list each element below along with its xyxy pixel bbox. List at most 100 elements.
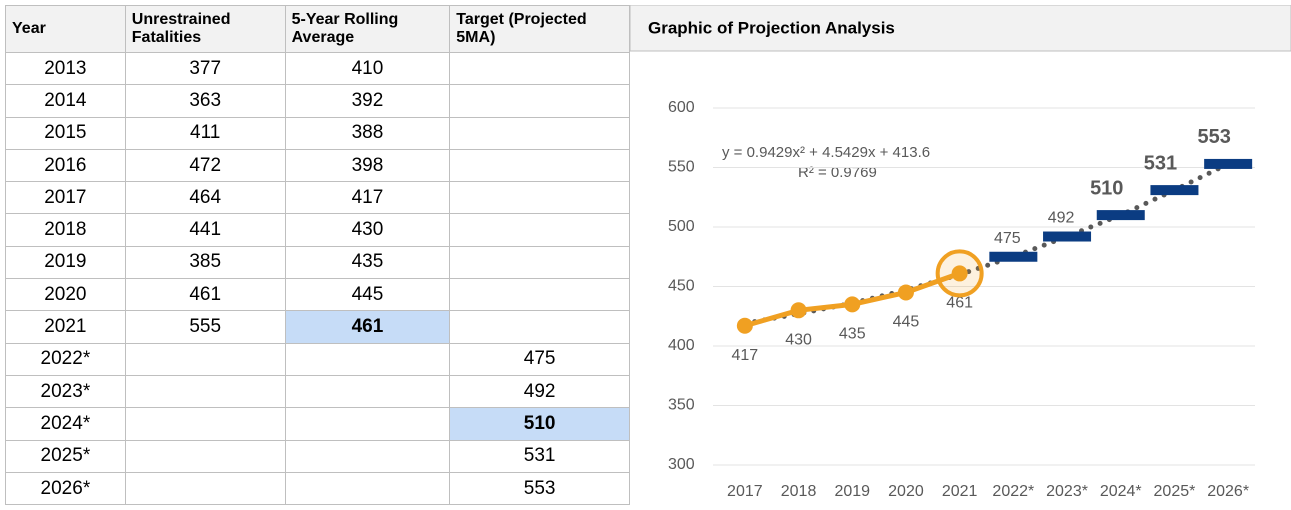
target-bar	[989, 251, 1038, 262]
cell: 2015	[5, 116, 126, 150]
row: 2016 472 398	[5, 148, 630, 183]
equation: y = 0.9429x² + 4.5429x + 413.6	[722, 144, 930, 161]
y-tick-label: 500	[668, 218, 695, 235]
cell	[284, 342, 451, 376]
cell	[449, 148, 630, 183]
y-tick-label: 350	[668, 397, 695, 414]
point	[736, 317, 753, 334]
cell: 472	[124, 148, 286, 183]
row: 2018 441 430	[5, 213, 630, 247]
row: 2020 461 445	[5, 278, 630, 312]
cell: 2020	[5, 278, 126, 312]
target-bar	[1096, 210, 1145, 221]
point	[951, 265, 968, 282]
row: 2021 555 461	[5, 310, 630, 344]
cell	[449, 278, 630, 312]
chart-header	[630, 5, 1291, 52]
cell: 2014	[5, 84, 126, 118]
cell: 461	[124, 278, 286, 312]
row: 2022* 475	[5, 342, 630, 376]
data-label: 430	[785, 332, 812, 349]
cell: 2025*	[5, 439, 126, 473]
cell	[449, 51, 630, 86]
cell: 388	[284, 116, 451, 150]
point	[844, 296, 861, 313]
cell	[449, 245, 630, 280]
x-tick-label: 2017	[727, 483, 763, 500]
target-bar	[1150, 185, 1199, 196]
cell: 435	[284, 245, 451, 280]
cell: 531	[449, 439, 630, 473]
row: 2024* 510	[5, 407, 630, 441]
header: 5-Year Rolling Average	[284, 5, 451, 53]
header: Year	[5, 5, 126, 53]
x-tick-label: 2019	[834, 483, 870, 500]
cell	[124, 439, 286, 473]
cell	[284, 407, 451, 441]
data-table: Year Unrestrained Fatalities 5-Year Roll…	[5, 5, 630, 506]
header: Target (Projected 5MA)	[449, 5, 630, 53]
cell: 430	[284, 213, 451, 247]
cell: 510	[449, 407, 630, 441]
chart-title: Graphic of Projection Analysis	[648, 18, 895, 37]
cell: 553	[449, 471, 630, 506]
cell	[284, 374, 451, 409]
cell: 555	[124, 310, 286, 344]
cell: 445	[284, 278, 451, 312]
cell: 410	[284, 51, 451, 86]
row: 2023* 492	[5, 374, 630, 409]
y-tick-label: 600	[668, 99, 695, 116]
y-tick-label: 450	[668, 278, 695, 295]
cell: 461	[284, 310, 451, 344]
chart: Graphic of Projection Analysis y = 0.942…	[630, 5, 1291, 500]
row: 2017 464 417	[5, 181, 630, 215]
y-tick-label: 300	[668, 456, 695, 473]
header-row: Year Unrestrained Fatalities 5-Year Roll…	[5, 5, 630, 53]
data-label: 531	[1144, 152, 1177, 174]
x-tick-label: 2024*	[1100, 483, 1142, 500]
cell: 2026*	[5, 471, 126, 506]
cell	[124, 407, 286, 441]
r-squared: R² = 0.9769	[798, 164, 877, 181]
cell: 2019	[5, 245, 126, 280]
point	[897, 284, 914, 301]
row: 2025* 531	[5, 439, 630, 473]
row: 2014 363 392	[5, 84, 630, 118]
data-label: 461	[946, 295, 973, 312]
x-tick-label: 2022*	[992, 483, 1034, 500]
data-label: 435	[839, 326, 866, 343]
cell	[124, 471, 286, 506]
cell: 475	[449, 342, 630, 376]
target-bar	[1204, 158, 1253, 169]
cell: 2013	[5, 51, 126, 86]
cell: 2021	[5, 310, 126, 344]
cell: 492	[449, 374, 630, 409]
cell: 363	[124, 84, 286, 118]
x-tick-label: 2021	[942, 483, 978, 500]
row: 2026* 553	[5, 471, 630, 506]
cell: 464	[124, 181, 286, 215]
row: 2019 385 435	[5, 245, 630, 280]
cell	[124, 342, 286, 376]
cell: 385	[124, 245, 286, 280]
cell	[284, 471, 451, 506]
x-tick-label: 2020	[888, 483, 924, 500]
data-label: 553	[1197, 126, 1230, 148]
x-tick-label: 2018	[781, 483, 817, 500]
cell: 2022*	[5, 342, 126, 376]
cell: 2024*	[5, 407, 126, 441]
y-tick-label: 400	[668, 337, 695, 354]
cell	[124, 374, 286, 409]
cell: 2023*	[5, 374, 126, 409]
cell	[284, 439, 451, 473]
cell	[449, 213, 630, 247]
data-label: 445	[893, 314, 920, 331]
x-tick-label: 2023*	[1046, 483, 1088, 500]
x-tick-label: 2025*	[1154, 483, 1196, 500]
cell	[449, 116, 630, 150]
data-label: 510	[1090, 177, 1123, 199]
cell: 2016	[5, 148, 126, 183]
data-label: 475	[994, 230, 1021, 247]
cell: 441	[124, 213, 286, 247]
